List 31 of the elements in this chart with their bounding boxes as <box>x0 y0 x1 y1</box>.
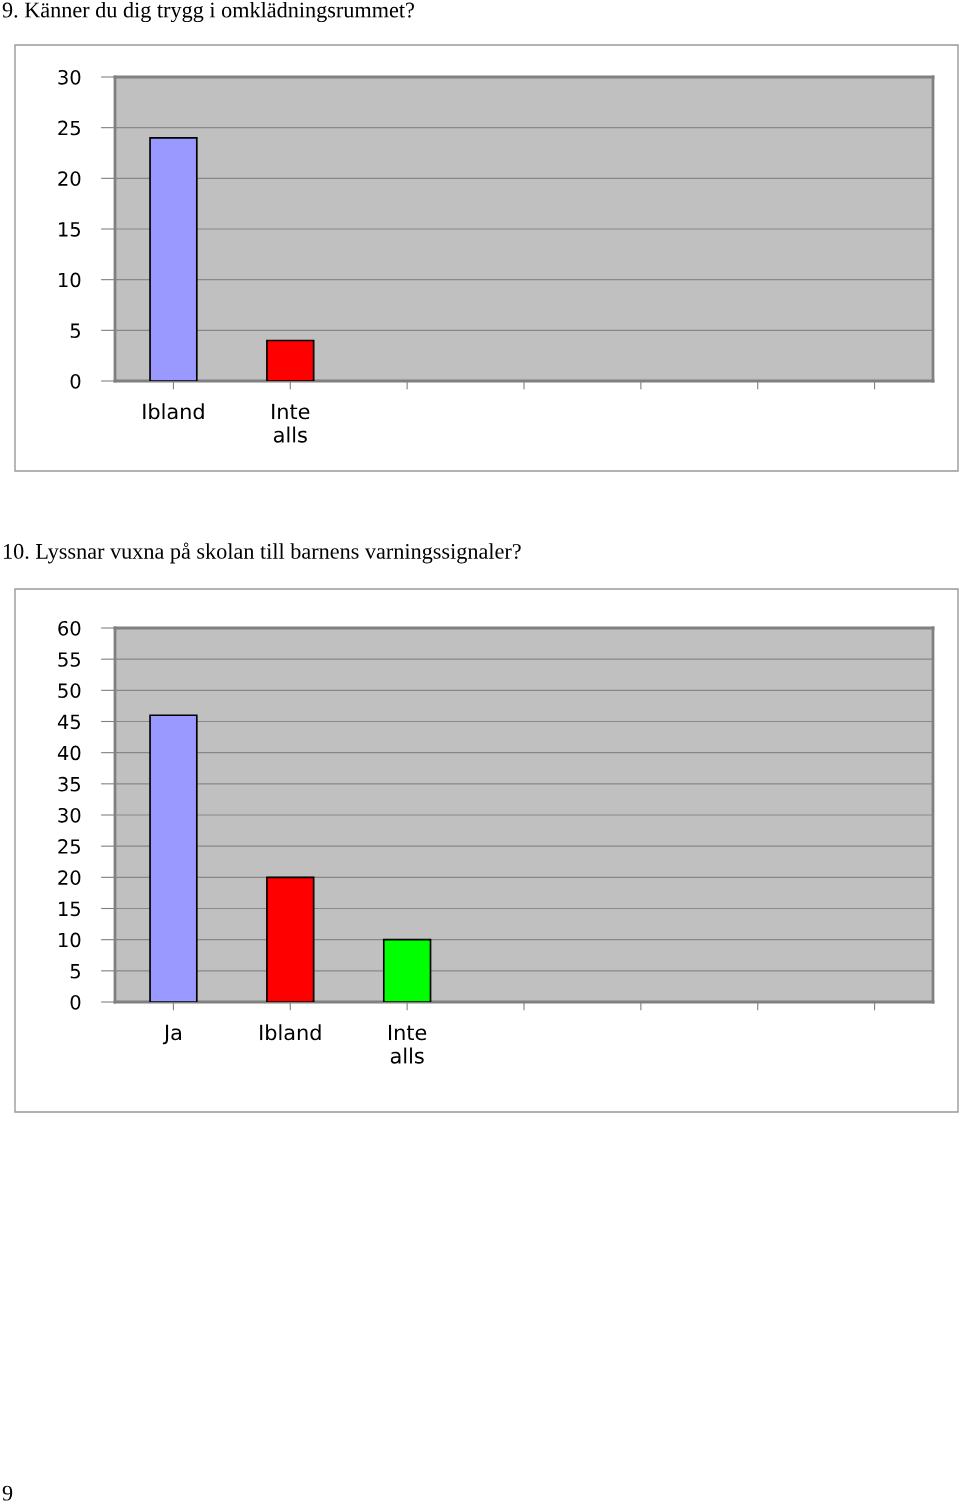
y-tick-label: 15 <box>59 901 80 917</box>
bar <box>266 876 315 1002</box>
y-tick-label: 5 <box>70 323 80 338</box>
y-tick-label: 5 <box>70 964 80 979</box>
x-tick-label: Inte alls <box>272 403 310 443</box>
y-tick-label: 10 <box>59 932 81 948</box>
y-tick-label: 10 <box>59 272 81 288</box>
y-tick-label: 40 <box>57 745 81 761</box>
chart-title: 10. Lyssnar vuxna på skolan till barnens varningssignaler? <box>3 542 521 564</box>
x-tick-label: Inte alls <box>389 1024 427 1064</box>
text: 9 <box>2 1485 13 1501</box>
x-tick-label: Ja <box>162 1024 181 1045</box>
bar <box>382 938 432 1002</box>
y-tick-label: 20 <box>58 171 81 186</box>
y-tick-label: 15 <box>59 222 80 237</box>
y-tick-label: 25 <box>58 839 80 854</box>
y-tick-label: 50 <box>58 683 81 698</box>
y-tick-label: 30 <box>58 69 81 85</box>
y-tick-label: 45 <box>57 714 80 730</box>
y-tick-label: 0 <box>70 373 81 389</box>
y-tick-label: 35 <box>58 776 80 792</box>
y-tick-label: 25 <box>58 120 80 136</box>
y-tick-label: 55 <box>58 652 80 667</box>
y-tick-label: 0 <box>70 994 81 1010</box>
x-tick-label: Ibland <box>260 1024 321 1041</box>
chart-title: 9. Känner du dig trygg i omklädningsrummet? <box>2 1 414 23</box>
y-tick-label: 60 <box>58 620 81 636</box>
bar <box>149 714 198 1002</box>
y-tick-label: 20 <box>58 870 81 885</box>
x-tick-label: Ibland <box>143 403 204 420</box>
y-tick-label: 30 <box>58 807 81 823</box>
